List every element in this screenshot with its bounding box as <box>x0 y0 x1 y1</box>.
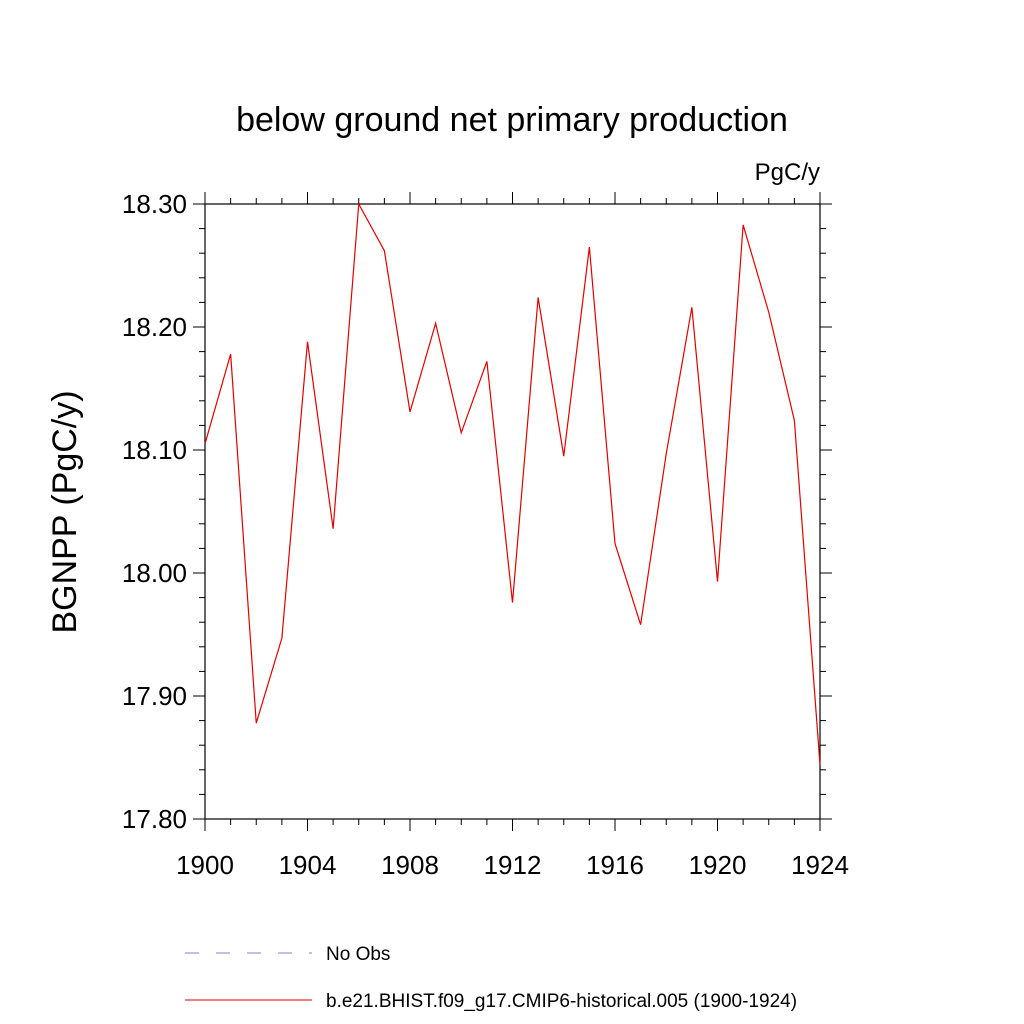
y-tick-label: 17.90 <box>122 681 187 711</box>
y-tick-label: 18.10 <box>122 435 187 465</box>
x-tick-label: 1916 <box>586 850 644 880</box>
y-tick-label: 18.00 <box>122 558 187 588</box>
x-tick-label: 1924 <box>791 850 849 880</box>
x-tick-label: 1908 <box>381 850 439 880</box>
series-layer <box>204 201 821 765</box>
x-tick-label: 1920 <box>689 850 747 880</box>
x-axis-ticks: 1900 1904 1908 1912 1916 1920 1924 <box>176 192 849 880</box>
y-tick-label: 18.30 <box>122 189 187 219</box>
chart-title: below ground net primary production <box>236 101 788 139</box>
y-tick-label: 18.20 <box>122 312 187 342</box>
plot-frame <box>204 203 821 820</box>
x-tick-label: 1912 <box>484 850 542 880</box>
units-label: PgC/y <box>755 159 820 186</box>
x-tick-label: 1900 <box>176 850 234 880</box>
y-axis-ticks: 17.80 17.90 18.00 18.10 18.20 18.30 <box>122 189 832 834</box>
y-axis-label: BGNPP (PgC/y) <box>46 390 84 633</box>
series-line <box>204 201 821 765</box>
y-tick-label: 17.80 <box>122 804 187 834</box>
legend-label-model-run: b.e21.BHIST.f09_g17.CMIP6-historical.005… <box>326 991 797 1012</box>
plot-border <box>204 203 821 820</box>
x-tick-label: 1904 <box>279 850 337 880</box>
legend: No Obs b.e21.BHIST.f09_g17.CMIP6-histori… <box>185 944 797 1012</box>
legend-label-no-obs: No Obs <box>326 944 390 965</box>
